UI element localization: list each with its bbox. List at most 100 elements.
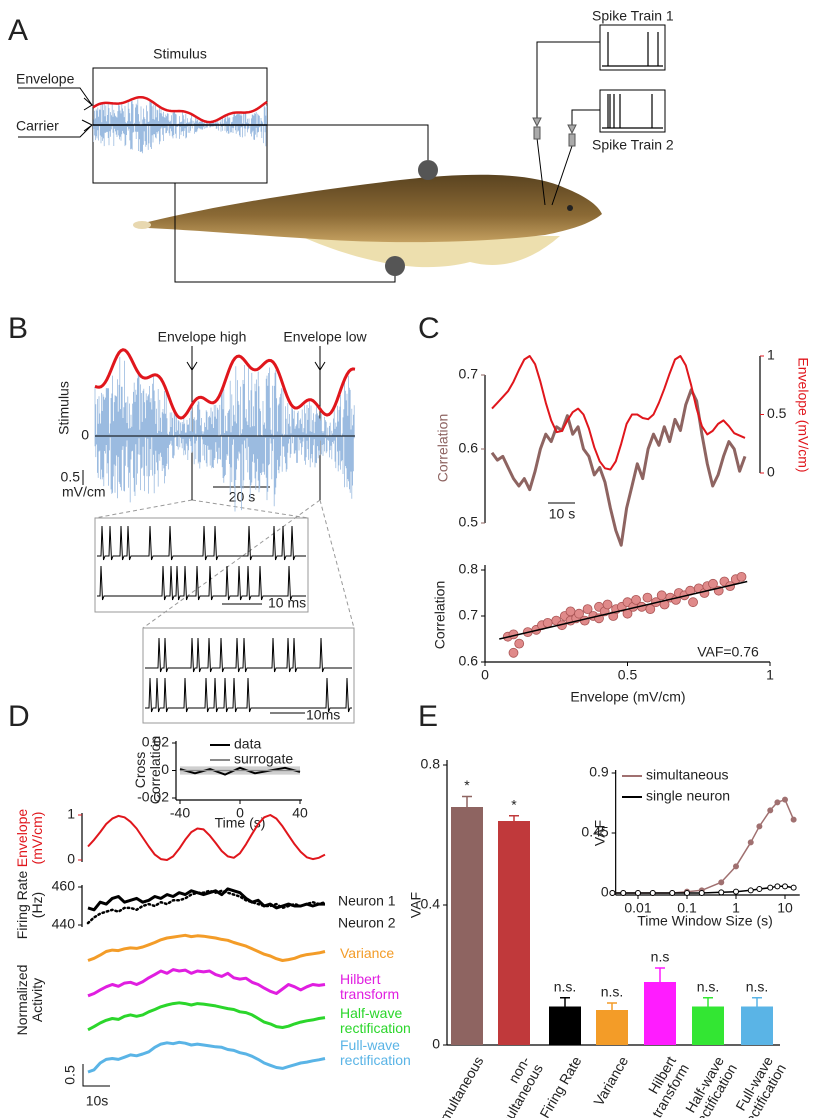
point [609, 890, 616, 896]
point [790, 884, 797, 891]
y-tick-label: 0.5 [767, 405, 787, 421]
point [782, 883, 788, 890]
line [87, 887, 325, 912]
annotation: n.s. [697, 978, 720, 994]
envelope-trace [92, 95, 268, 124]
legend-label: Half-wave rectification [340, 1005, 411, 1036]
point [747, 887, 754, 894]
x-tick-label: 1 [766, 667, 774, 683]
envelope-label: Envelope [16, 71, 75, 87]
x-axis-label: Time Window Size (s) [637, 913, 773, 929]
y-tick-label: -0.02 [137, 789, 169, 805]
legend-label: Variance [340, 945, 395, 961]
bar [451, 807, 483, 1045]
stimulus-label: Stimulus [153, 46, 207, 62]
point [602, 599, 613, 610]
point [756, 886, 763, 892]
spike-trace [97, 525, 306, 561]
scale-label: 10ms [306, 707, 340, 723]
recording-electrodes [532, 117, 577, 147]
y-axis-label: Firing Rate (Hz) [14, 870, 45, 940]
y-axis-label: Correlation [431, 580, 448, 650]
y-tick-label: 1 [67, 806, 75, 822]
point [756, 823, 763, 830]
panel-label: A [8, 14, 28, 47]
x-tick-label: 0.01 [624, 900, 651, 916]
y2-axis-label: Envelope (mV/cm) [795, 357, 812, 473]
line [87, 814, 326, 861]
legend-label: Neuron 1 [338, 893, 396, 909]
point [649, 890, 656, 896]
panel-label: D [8, 700, 30, 733]
y-tick-label: 460 [52, 878, 76, 894]
point [514, 638, 525, 649]
y-tick-label: 0.5 [459, 514, 479, 530]
point [656, 590, 667, 601]
y-tick-label: 0.7 [459, 366, 479, 382]
legend-label: simultaneous [646, 767, 729, 783]
point [635, 890, 641, 896]
connectors [18, 41, 600, 283]
fish-illustration [133, 174, 602, 268]
line [87, 1040, 326, 1074]
electrode [385, 256, 405, 276]
zoom-lines [94, 499, 355, 629]
line [87, 933, 326, 962]
legend-label: Neuron 2 [338, 915, 396, 931]
x-tick-label: 40 [292, 805, 308, 821]
annotation: * [464, 777, 470, 793]
y-tick-label: 0.8 [459, 561, 479, 577]
point [508, 647, 519, 658]
x-tick-label: 0 [481, 667, 489, 683]
point [574, 608, 584, 619]
y-tick-label: 0.45 [581, 824, 608, 840]
y-tick-label: 0.8 [421, 756, 441, 772]
x-tick-label: 1 [732, 900, 740, 916]
spike-train [602, 32, 663, 67]
electrode [418, 160, 438, 180]
line [86, 889, 327, 925]
point [718, 889, 725, 896]
spike-trace [97, 565, 306, 601]
y-tick-label: 0 [767, 464, 775, 480]
error-bar [752, 997, 762, 1007]
panel-label: B [8, 312, 28, 345]
annotation: n.s [651, 949, 670, 965]
point [688, 597, 698, 608]
y-tick-label: 0.02 [142, 734, 169, 750]
annotation: n.s. [746, 978, 769, 994]
spike-train-label: Spike Train 1 [592, 8, 674, 24]
error-bar [509, 815, 519, 821]
spike-train-label: Spike Train 2 [592, 137, 674, 153]
y-tick-label: 0 [161, 761, 169, 777]
scale-label: 0.5 [61, 469, 81, 485]
point [669, 890, 676, 896]
point [620, 890, 627, 896]
point [642, 592, 653, 603]
x-tick-label: 0 [236, 805, 244, 821]
annotation: Envelope low [283, 329, 367, 345]
line [491, 355, 746, 471]
error-bar [462, 795, 472, 807]
point [698, 890, 705, 896]
point [542, 618, 553, 628]
carrier-trace [93, 99, 267, 154]
scale-label: 10 ms [268, 595, 306, 611]
y-tick-label: 0.4 [421, 896, 441, 912]
y-tick-label: 0.9 [589, 764, 609, 780]
legend-label: single neuron [646, 788, 730, 804]
fit-line [499, 580, 748, 640]
y-axis-label: Stimulus [55, 381, 72, 435]
y-axis-label: Correlation [434, 413, 451, 483]
point [790, 816, 797, 823]
spike-box [599, 24, 666, 71]
stimulus-trace [94, 356, 355, 512]
envelope-trace [94, 348, 356, 420]
point [733, 888, 739, 895]
y-axis-label: Cross Correlation [132, 735, 163, 805]
point [582, 604, 593, 614]
x-tick-label: 10 [777, 900, 793, 916]
line [612, 798, 795, 894]
error-bar [655, 967, 665, 982]
bar [498, 821, 530, 1045]
